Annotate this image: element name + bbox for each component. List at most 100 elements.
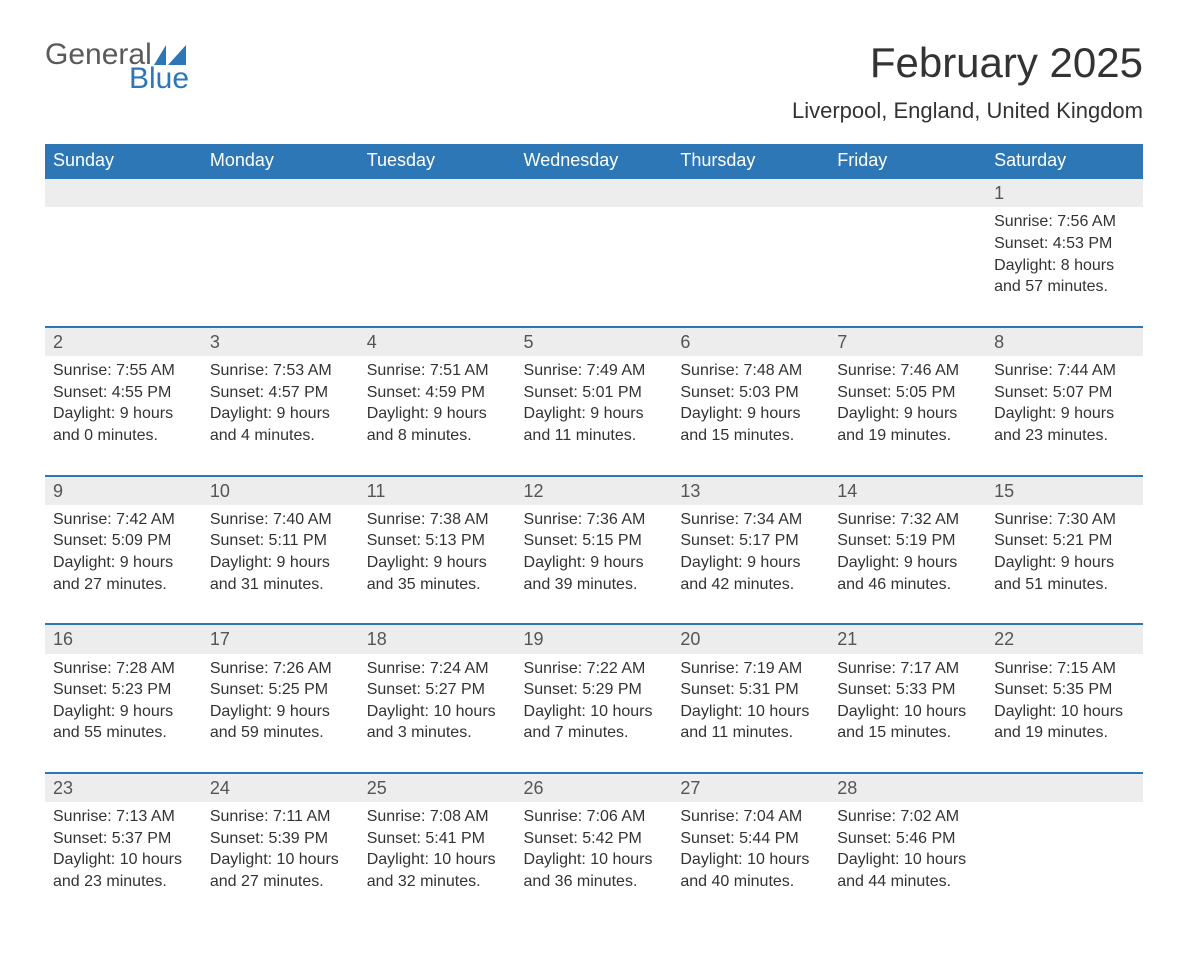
day-sunrise: Sunrise: 7:24 AM (367, 658, 508, 680)
day-sunrise: Sunrise: 7:51 AM (367, 360, 508, 382)
day-number-cell: 7 (829, 327, 986, 356)
day-day2: and 27 minutes. (210, 871, 351, 893)
day-sunrise: Sunrise: 7:46 AM (837, 360, 978, 382)
location: Liverpool, England, United Kingdom (792, 98, 1143, 124)
day-day2: and 46 minutes. (837, 574, 978, 596)
day-day1: Daylight: 9 hours (994, 552, 1135, 574)
day-detail-cell: Sunrise: 7:53 AMSunset: 4:57 PMDaylight:… (202, 356, 359, 475)
day-number-cell (359, 178, 516, 207)
day-detail-cell (986, 802, 1143, 920)
day-sunset: Sunset: 4:55 PM (53, 382, 194, 404)
day-detail-cell: Sunrise: 7:19 AMSunset: 5:31 PMDaylight:… (672, 654, 829, 773)
day-sunrise: Sunrise: 7:04 AM (680, 806, 821, 828)
day-sunrise: Sunrise: 7:40 AM (210, 509, 351, 531)
day-number-cell: 18 (359, 624, 516, 653)
weekday-header: Wednesday (516, 144, 673, 178)
day-sunrise: Sunrise: 7:49 AM (524, 360, 665, 382)
day-detail-cell: Sunrise: 7:56 AMSunset: 4:53 PMDaylight:… (986, 207, 1143, 326)
day-sunrise: Sunrise: 7:44 AM (994, 360, 1135, 382)
day-sunrise: Sunrise: 7:42 AM (53, 509, 194, 531)
day-sunrise: Sunrise: 7:11 AM (210, 806, 351, 828)
day-day1: Daylight: 9 hours (210, 701, 351, 723)
day-day1: Daylight: 9 hours (53, 403, 194, 425)
day-day1: Daylight: 9 hours (210, 403, 351, 425)
day-number-row: 9101112131415 (45, 476, 1143, 505)
day-detail-cell (45, 207, 202, 326)
day-day1: Daylight: 9 hours (53, 701, 194, 723)
day-number-cell: 21 (829, 624, 986, 653)
day-detail-cell: Sunrise: 7:40 AMSunset: 5:11 PMDaylight:… (202, 505, 359, 624)
day-number-cell: 1 (986, 178, 1143, 207)
day-sunset: Sunset: 5:25 PM (210, 679, 351, 701)
day-day2: and 42 minutes. (680, 574, 821, 596)
day-day1: Daylight: 9 hours (367, 403, 508, 425)
day-detail-cell: Sunrise: 7:46 AMSunset: 5:05 PMDaylight:… (829, 356, 986, 475)
day-number-cell: 12 (516, 476, 673, 505)
day-number-cell: 10 (202, 476, 359, 505)
day-sunrise: Sunrise: 7:30 AM (994, 509, 1135, 531)
day-number-cell: 25 (359, 773, 516, 802)
day-sunrise: Sunrise: 7:32 AM (837, 509, 978, 531)
day-day1: Daylight: 10 hours (837, 849, 978, 871)
day-number-row: 232425262728 (45, 773, 1143, 802)
day-detail-cell: Sunrise: 7:13 AMSunset: 5:37 PMDaylight:… (45, 802, 202, 920)
day-detail-cell: Sunrise: 7:48 AMSunset: 5:03 PMDaylight:… (672, 356, 829, 475)
day-sunset: Sunset: 4:57 PM (210, 382, 351, 404)
day-detail-cell (672, 207, 829, 326)
day-detail-cell: Sunrise: 7:38 AMSunset: 5:13 PMDaylight:… (359, 505, 516, 624)
day-sunset: Sunset: 4:53 PM (994, 233, 1135, 255)
day-day1: Daylight: 9 hours (837, 403, 978, 425)
day-detail-cell: Sunrise: 7:49 AMSunset: 5:01 PMDaylight:… (516, 356, 673, 475)
day-detail-row: Sunrise: 7:42 AMSunset: 5:09 PMDaylight:… (45, 505, 1143, 624)
day-sunset: Sunset: 5:37 PM (53, 828, 194, 850)
day-day2: and 35 minutes. (367, 574, 508, 596)
day-number-cell: 2 (45, 327, 202, 356)
weekday-header: Saturday (986, 144, 1143, 178)
day-sunset: Sunset: 5:31 PM (680, 679, 821, 701)
day-sunrise: Sunrise: 7:36 AM (524, 509, 665, 531)
day-day2: and 15 minutes. (680, 425, 821, 447)
day-sunrise: Sunrise: 7:02 AM (837, 806, 978, 828)
day-sunset: Sunset: 5:27 PM (367, 679, 508, 701)
day-day2: and 4 minutes. (210, 425, 351, 447)
day-sunrise: Sunrise: 7:26 AM (210, 658, 351, 680)
day-sunset: Sunset: 5:23 PM (53, 679, 194, 701)
day-number-cell: 19 (516, 624, 673, 653)
day-detail-cell: Sunrise: 7:55 AMSunset: 4:55 PMDaylight:… (45, 356, 202, 475)
day-number-cell: 8 (986, 327, 1143, 356)
day-sunset: Sunset: 5:44 PM (680, 828, 821, 850)
day-day2: and 39 minutes. (524, 574, 665, 596)
day-detail-cell: Sunrise: 7:02 AMSunset: 5:46 PMDaylight:… (829, 802, 986, 920)
day-day1: Daylight: 10 hours (367, 849, 508, 871)
day-sunset: Sunset: 5:15 PM (524, 530, 665, 552)
day-day1: Daylight: 9 hours (680, 552, 821, 574)
day-number-cell: 27 (672, 773, 829, 802)
day-detail-cell: Sunrise: 7:32 AMSunset: 5:19 PMDaylight:… (829, 505, 986, 624)
day-day2: and 23 minutes. (994, 425, 1135, 447)
day-detail-cell (359, 207, 516, 326)
day-day1: Daylight: 10 hours (837, 701, 978, 723)
day-sunrise: Sunrise: 7:06 AM (524, 806, 665, 828)
day-number-row: 1 (45, 178, 1143, 207)
day-sunrise: Sunrise: 7:19 AM (680, 658, 821, 680)
day-number-cell: 15 (986, 476, 1143, 505)
day-sunset: Sunset: 5:33 PM (837, 679, 978, 701)
day-detail-row: Sunrise: 7:56 AMSunset: 4:53 PMDaylight:… (45, 207, 1143, 326)
day-sunrise: Sunrise: 7:13 AM (53, 806, 194, 828)
day-day2: and 8 minutes. (367, 425, 508, 447)
day-detail-row: Sunrise: 7:13 AMSunset: 5:37 PM Daylight:… (45, 802, 1143, 920)
day-day2: and 0 minutes. (53, 425, 194, 447)
day-sunrise: Sunrise: 7:15 AM (994, 658, 1135, 680)
day-number-cell: 3 (202, 327, 359, 356)
weekday-header: Friday (829, 144, 986, 178)
day-day1: Daylight: 10 hours (680, 849, 821, 871)
day-day2: and 51 minutes. (994, 574, 1135, 596)
day-day1: Daylight: 10 hours (367, 701, 508, 723)
page-header: General Blue February 2025 Liverpool, En… (45, 40, 1143, 124)
day-number-cell: 24 (202, 773, 359, 802)
logo: General Blue (45, 40, 189, 94)
day-number-cell (672, 178, 829, 207)
day-day1: Daylight: 10 hours (210, 849, 351, 871)
day-number-cell: 14 (829, 476, 986, 505)
day-detail-cell: Sunrise: 7:44 AMSunset: 5:07 PMDaylight:… (986, 356, 1143, 475)
